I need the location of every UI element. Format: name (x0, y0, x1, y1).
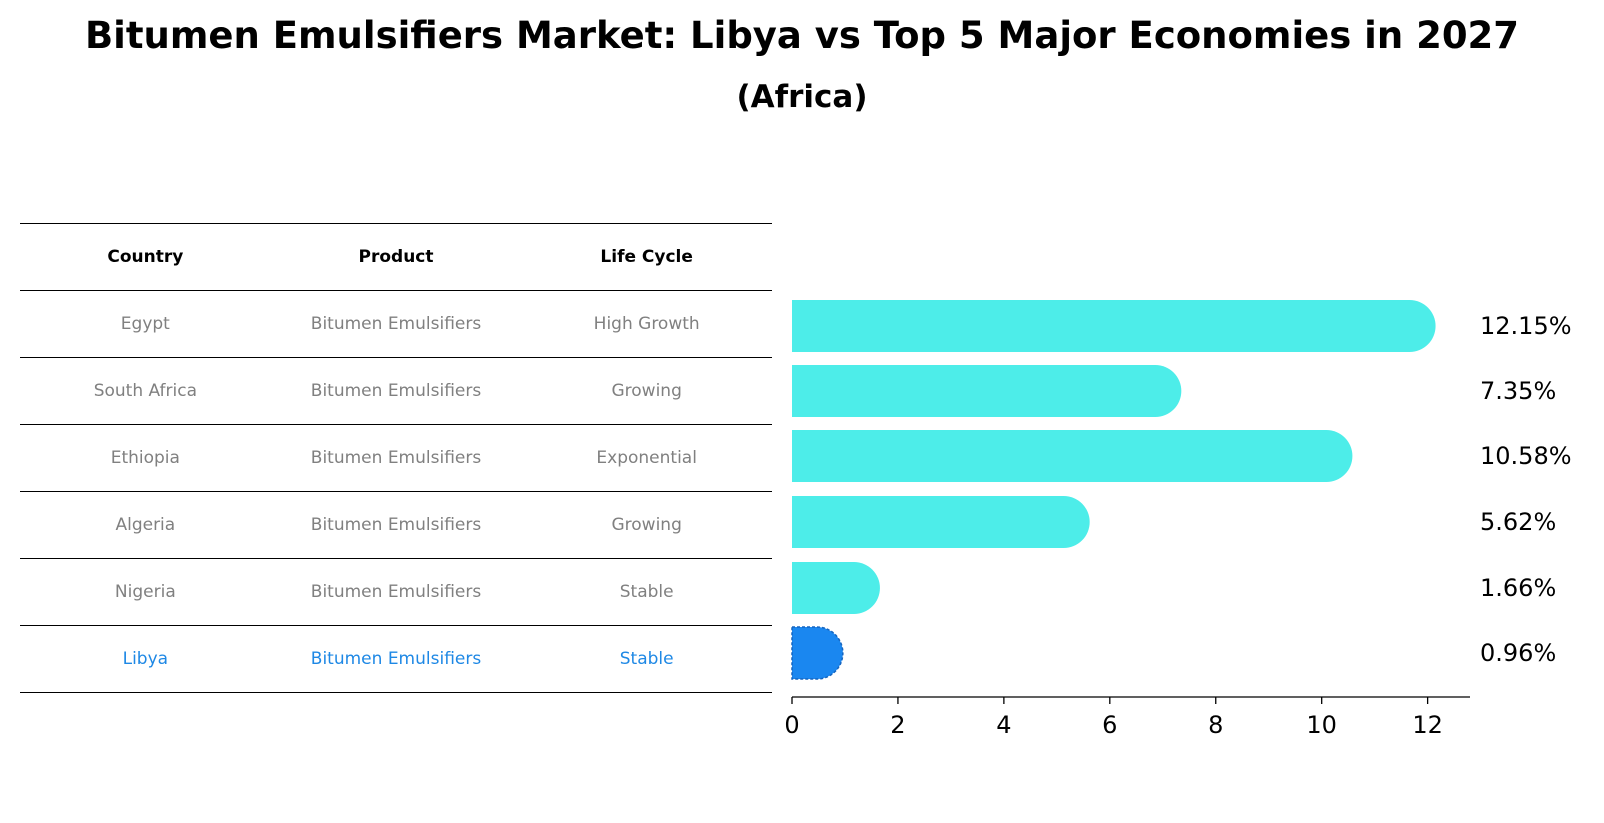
table-cell: Stable (619, 582, 674, 602)
chart-subtitle: (Africa) (736, 79, 868, 115)
table-row: South Africa Bitumen Emulsifiers Growing (20, 357, 772, 424)
bar-south-africa (792, 365, 1182, 417)
x-tick-label: 6 (1102, 711, 1117, 739)
table-cell: High Growth (593, 314, 700, 334)
table-cell: Ethiopia (110, 448, 180, 468)
table-cell: Exponential (596, 448, 697, 468)
table-row: Ethiopia Bitumen Emulsifiers Exponential (20, 424, 772, 491)
table-cell: Bitumen Emulsifiers (310, 448, 482, 468)
table-cell: Growing (611, 515, 682, 535)
value-label: 12.15% (1480, 312, 1572, 340)
bar-libya (791, 626, 844, 680)
x-tick-label: 2 (890, 711, 905, 739)
value-label: 7.35% (1480, 377, 1556, 405)
value-label: 5.62% (1480, 508, 1556, 536)
table-cell: Bitumen Emulsifiers (310, 649, 482, 669)
table-header-row: Country Product Life Cycle (20, 223, 772, 290)
table-cell: Stable (619, 649, 674, 669)
table-cell: Algeria (115, 515, 176, 535)
column-header: Life Cycle (600, 247, 693, 267)
table-row: Algeria Bitumen Emulsifiers Growing (20, 491, 772, 558)
table-cell: Libya (122, 649, 169, 669)
table-cell: Egypt (120, 314, 170, 334)
table-cell: Bitumen Emulsifiers (310, 582, 482, 602)
table-row: Nigeria Bitumen Emulsifiers Stable (20, 558, 772, 625)
bar-egypt (792, 300, 1436, 352)
table-row: Libya Bitumen Emulsifiers Stable (20, 625, 772, 693)
bar-algeria (792, 496, 1090, 548)
table-cell: Bitumen Emulsifiers (310, 515, 482, 535)
table-cell: Nigeria (114, 582, 176, 602)
value-label: 0.96% (1480, 639, 1556, 667)
bar-ethiopia (792, 430, 1353, 482)
table-cell: Growing (611, 381, 682, 401)
data-table: Country Product Life Cycle Egypt Bitumen Emu… (20, 223, 772, 693)
x-tick-label: 0 (784, 711, 799, 739)
value-label: 10.58% (1480, 442, 1572, 470)
x-tick-label: 8 (1208, 711, 1223, 739)
x-tick-label: 4 (996, 711, 1011, 739)
x-tick-label: 10 (1306, 711, 1337, 739)
table-cell: South Africa (93, 381, 197, 401)
table-row: Egypt Bitumen Emulsifiers High Growth (20, 290, 772, 357)
column-header: Product (358, 247, 434, 267)
bar-nigeria (792, 562, 880, 614)
chart-title: Bitumen Emulsifiers Market: Libya vs Top… (84, 14, 1520, 57)
table-cell: Bitumen Emulsifiers (310, 314, 482, 334)
x-tick-label: 12 (1412, 711, 1443, 739)
table-cell: Bitumen Emulsifiers (310, 381, 482, 401)
column-header: Country (107, 247, 184, 267)
value-label: 1.66% (1480, 574, 1556, 602)
